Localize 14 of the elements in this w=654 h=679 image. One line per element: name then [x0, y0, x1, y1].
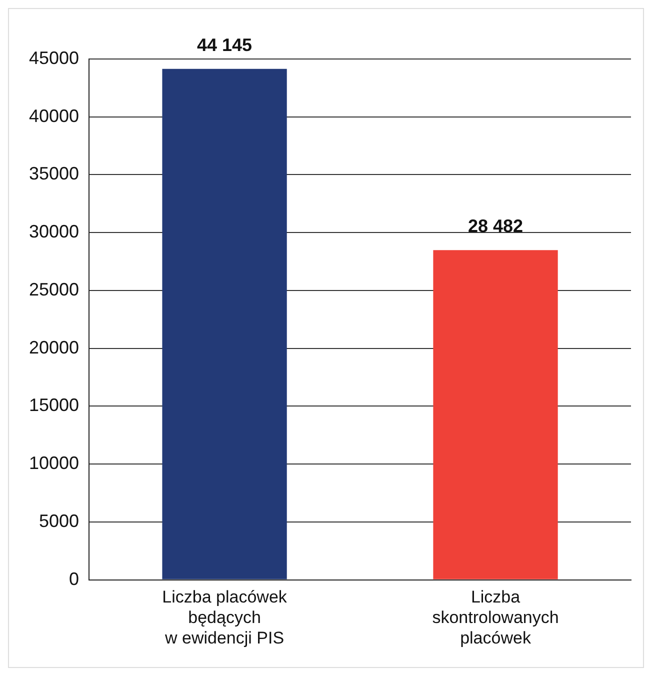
x-tick-label: Liczba placówek będących w ewidencji PIS [162, 588, 288, 648]
y-tick-label: 5000 [39, 510, 80, 531]
x-tick-label: Liczba skontrolowanych placówek [432, 588, 559, 648]
y-tick-label: 0 [69, 568, 80, 589]
y-tick-label: 20000 [28, 337, 80, 358]
data-label: 28 482 [468, 216, 524, 236]
y-tick-label: 45000 [28, 48, 80, 68]
y-tick-label: 35000 [28, 164, 80, 184]
data-label: 44 145 [197, 34, 252, 55]
y-tick-label: 10000 [28, 453, 80, 474]
y-tick-label: 25000 [28, 279, 80, 300]
y-tick-label: 30000 [28, 222, 80, 242]
y-tick-label: 15000 [28, 395, 80, 416]
y-tick-label: 40000 [28, 106, 80, 126]
